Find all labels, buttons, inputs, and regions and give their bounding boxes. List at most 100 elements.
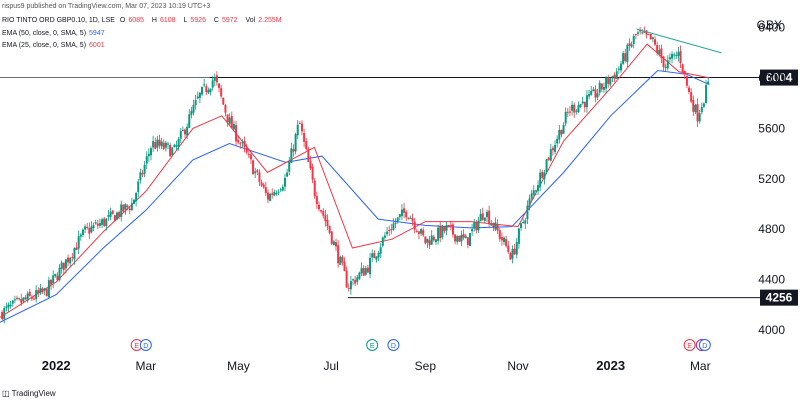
candle-body <box>18 298 21 300</box>
y-tick-label: 6000 <box>758 71 785 85</box>
candle-body <box>396 217 399 223</box>
candle-body <box>407 217 410 219</box>
ema-50-path <box>0 69 710 323</box>
candle-body <box>688 87 691 92</box>
candle-body <box>26 293 29 301</box>
published-note: rispus9 published on TradingView.com, Ma… <box>2 3 211 10</box>
candle-body <box>67 257 70 263</box>
candle-body <box>537 185 540 191</box>
candle-body <box>420 229 423 234</box>
candle-body <box>647 33 650 35</box>
candle-body <box>392 223 395 230</box>
candle-body <box>37 290 40 294</box>
candle-body <box>164 142 167 148</box>
ema-25-legend: EMA (25, close, 0, SMA, 5) 6001 <box>2 42 105 49</box>
candle-body <box>630 44 633 47</box>
candle-body <box>373 252 376 259</box>
candle-body <box>7 304 10 308</box>
candle-body <box>458 235 461 242</box>
x-axis: 2022 Mar May Jul Sep Nov 2023 Mar <box>42 358 711 373</box>
ema-25-line <box>0 43 710 318</box>
candle-body <box>641 32 644 34</box>
candle-body <box>269 193 272 201</box>
candle-body <box>696 104 699 122</box>
candle-body <box>443 226 446 232</box>
candle-body <box>207 90 210 93</box>
candle-body <box>152 141 155 148</box>
candle-body <box>335 242 338 247</box>
candle-body <box>666 60 669 69</box>
x-tick-label: Sep <box>415 359 437 373</box>
candle-body <box>190 111 193 115</box>
candle-body <box>611 76 614 78</box>
candle-body <box>520 223 523 229</box>
candle-body <box>209 88 212 92</box>
candle-body <box>505 239 508 247</box>
candle-body <box>324 215 327 222</box>
candle-body <box>456 236 459 242</box>
candle-body <box>111 210 114 214</box>
candle-body <box>230 116 233 129</box>
candle-body <box>524 220 527 224</box>
candle-body <box>260 182 263 186</box>
candle-body <box>694 104 697 113</box>
candle-body <box>526 205 529 220</box>
candle-body <box>275 193 278 195</box>
candle-body <box>511 249 514 259</box>
tradingview-brand: ◫ TradingView <box>2 389 56 398</box>
candle-body <box>405 211 408 218</box>
candle-body <box>84 226 87 230</box>
candle-body <box>371 253 374 258</box>
candle-body <box>203 84 206 86</box>
candle-body <box>622 53 625 64</box>
candle-body <box>498 230 501 239</box>
x-tick-label: May <box>227 359 250 373</box>
candle-body <box>677 52 680 56</box>
candle-body <box>115 212 118 220</box>
candle-body <box>609 78 612 85</box>
candle-body <box>345 270 348 288</box>
candle-body <box>303 133 306 142</box>
candle-body <box>256 170 259 172</box>
candle-body <box>16 297 19 299</box>
event-marker-label: D <box>391 343 396 350</box>
candle-body <box>326 219 329 227</box>
candle-body <box>545 159 548 172</box>
candle-body <box>5 306 8 308</box>
candle-body <box>45 288 48 297</box>
candle-body <box>490 223 493 226</box>
candle-body <box>77 236 80 249</box>
candle-body <box>585 95 588 108</box>
candle-body <box>109 211 112 217</box>
candle-body <box>30 296 33 299</box>
candle-body <box>54 273 57 277</box>
candle-body <box>656 45 659 53</box>
candle-body <box>468 233 471 247</box>
candle-body <box>94 222 97 224</box>
candle-body <box>64 259 67 269</box>
candle-body <box>177 138 180 147</box>
candle-body <box>377 252 380 258</box>
symbol-info: RIO TINTO ORD GBP0.10, 1D, LSE O 6085 H 61… <box>2 16 288 26</box>
candle-body <box>539 172 542 187</box>
candle-body <box>481 213 484 220</box>
event-marker-label: E <box>134 343 139 350</box>
candle-body <box>534 190 537 192</box>
candle-body <box>477 220 480 231</box>
x-tick-label: 2023 <box>596 358 625 373</box>
candle-body <box>296 124 299 136</box>
candle-body <box>375 256 378 260</box>
candle-body <box>330 231 333 244</box>
candle-body <box>283 177 286 187</box>
candle-body <box>154 142 157 149</box>
event-marker-label: E <box>687 343 692 350</box>
candle-body <box>464 235 467 239</box>
candle-body <box>264 187 267 193</box>
candle-body <box>194 99 197 106</box>
candle-body <box>98 223 101 226</box>
candle-body <box>92 225 95 228</box>
candle-body <box>277 191 280 193</box>
candle-body <box>50 279 53 285</box>
candle-body <box>292 149 295 152</box>
